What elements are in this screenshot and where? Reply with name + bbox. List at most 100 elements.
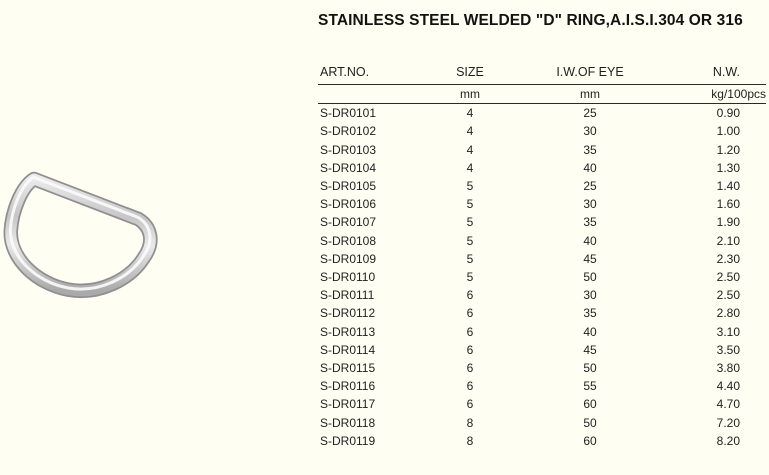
cell-iw-of-eye: 55 xyxy=(583,379,597,394)
cell-nw: 1.60 xyxy=(716,197,740,212)
cell-size: 4 xyxy=(466,106,474,121)
cell-nw: 3.10 xyxy=(716,324,740,339)
cell-art-no: S-DR0103 xyxy=(320,142,377,157)
cell-nw: 3.80 xyxy=(716,361,740,376)
cell-size: 6 xyxy=(466,397,474,412)
cell-art-no: S-DR0111 xyxy=(320,288,375,303)
cell-art-no: S-DR0106 xyxy=(320,197,377,212)
cell-size: 8 xyxy=(466,433,474,448)
table-row: S-DR0111 6 30 2.50 xyxy=(318,286,766,304)
d-ring-photo xyxy=(3,171,158,298)
cell-iw-of-eye: 40 xyxy=(583,233,597,248)
unit-art-no xyxy=(318,84,437,105)
cell-size: 5 xyxy=(466,233,474,248)
cell-size: 5 xyxy=(466,179,474,194)
cell-art-no: S-DR0115 xyxy=(320,361,376,376)
cell-nw: 1.00 xyxy=(716,124,740,139)
table-row: S-DR0117 6 60 4.70 xyxy=(318,395,766,413)
cell-iw-of-eye: 50 xyxy=(583,415,597,430)
cell-nw: 1.30 xyxy=(716,160,740,175)
cell-art-no: S-DR0118 xyxy=(320,415,376,430)
cell-size: 6 xyxy=(466,379,474,394)
page-title: STAINLESS STEEL WELDED "D" RING,A.I.S.I.… xyxy=(318,12,743,29)
column-header-iw-of-eye: I.W.OF EYE xyxy=(503,58,677,85)
cell-size: 5 xyxy=(466,197,474,212)
cell-art-no: S-DR0107 xyxy=(320,215,377,230)
cell-art-no: S-DR0108 xyxy=(320,233,377,248)
cell-art-no: S-DR0117 xyxy=(320,397,376,412)
cell-nw: 2.50 xyxy=(716,288,740,303)
table-row: S-DR0118 8 50 7.20 xyxy=(318,414,766,432)
column-header-art-no: ART.NO. xyxy=(318,58,437,85)
cell-iw-of-eye: 40 xyxy=(583,324,597,339)
table-row: S-DR0114 6 45 3.50 xyxy=(318,341,766,359)
cell-iw-of-eye: 40 xyxy=(583,160,597,175)
cell-art-no: S-DR0102 xyxy=(320,124,377,139)
cell-iw-of-eye: 30 xyxy=(583,288,597,303)
cell-art-no: S-DR0119 xyxy=(320,433,376,448)
cell-iw-of-eye: 35 xyxy=(583,306,597,321)
cell-size: 6 xyxy=(466,306,474,321)
cell-iw-of-eye: 25 xyxy=(583,179,597,194)
cell-nw: 1.90 xyxy=(716,215,740,230)
table-row: S-DR0101 4 25 0.90 xyxy=(318,104,766,123)
table-row: S-DR0106 5 30 1.60 xyxy=(318,195,766,213)
cell-iw-of-eye: 50 xyxy=(583,361,597,376)
cell-iw-of-eye: 30 xyxy=(583,124,597,139)
cell-art-no: S-DR0105 xyxy=(320,179,377,194)
d-ring-shape xyxy=(3,171,158,298)
table-row: S-DR0102 4 30 1.00 xyxy=(318,122,766,140)
table-row: S-DR0116 6 55 4.40 xyxy=(318,377,766,395)
cell-art-no: S-DR0112 xyxy=(320,306,376,321)
header-caption-row: ART.NO. SIZE I.W.OF EYE N.W. xyxy=(318,58,766,85)
table-row: S-DR0112 6 35 2.80 xyxy=(318,304,766,322)
cell-nw: 2.10 xyxy=(716,233,740,248)
cell-nw: 2.30 xyxy=(716,251,740,266)
header-units-row: mm mm kg/100pcs xyxy=(318,84,766,105)
cell-art-no: S-DR0101 xyxy=(320,106,377,121)
column-header-nw: N.W. xyxy=(677,58,766,85)
cell-nw: 4.40 xyxy=(716,379,740,394)
table-row: S-DR0107 5 35 1.90 xyxy=(318,213,766,231)
cell-iw-of-eye: 60 xyxy=(583,433,597,448)
cell-art-no: S-DR0109 xyxy=(320,251,377,266)
cell-nw: 3.50 xyxy=(716,342,740,357)
cell-size: 5 xyxy=(466,270,474,285)
unit-nw-kg: kg/100pcs xyxy=(677,84,766,105)
cell-size: 5 xyxy=(466,251,474,266)
unit-eye-mm: mm xyxy=(503,84,677,105)
column-header-size: SIZE xyxy=(437,58,503,85)
cell-size: 6 xyxy=(466,324,474,339)
cell-nw: 1.40 xyxy=(716,179,740,194)
cell-size: 4 xyxy=(466,124,474,139)
table-row: S-DR0119 8 60 8.20 xyxy=(318,432,766,450)
table-row: S-DR0110 5 50 2.50 xyxy=(318,268,766,286)
cell-art-no: S-DR0104 xyxy=(320,160,377,175)
cell-art-no: S-DR0113 xyxy=(320,324,376,339)
table-row: S-DR0113 6 40 3.10 xyxy=(318,323,766,341)
cell-iw-of-eye: 60 xyxy=(583,397,597,412)
cell-size: 4 xyxy=(466,142,474,157)
cell-nw: 2.80 xyxy=(716,306,740,321)
cell-size: 6 xyxy=(466,361,474,376)
cell-size: 5 xyxy=(466,215,474,230)
cell-nw: 2.50 xyxy=(716,270,740,285)
d-ring-highlight xyxy=(8,175,152,291)
table-row: S-DR0103 4 35 1.20 xyxy=(318,141,766,159)
cell-art-no: S-DR0114 xyxy=(320,342,376,357)
cell-art-no: S-DR0116 xyxy=(320,379,376,394)
cell-nw: 7.20 xyxy=(716,415,740,430)
cell-size: 6 xyxy=(466,288,474,303)
table-row: S-DR0104 4 40 1.30 xyxy=(318,159,766,177)
unit-size-mm: mm xyxy=(437,84,503,105)
cell-iw-of-eye: 25 xyxy=(583,106,597,121)
cell-size: 4 xyxy=(466,160,474,175)
cell-iw-of-eye: 30 xyxy=(583,197,597,212)
table-row: S-DR0108 5 40 2.10 xyxy=(318,232,766,250)
cell-size: 8 xyxy=(466,415,474,430)
cell-iw-of-eye: 45 xyxy=(583,342,597,357)
cell-iw-of-eye: 35 xyxy=(583,215,597,230)
cell-iw-of-eye: 45 xyxy=(583,251,597,266)
spec-table: ART.NO. SIZE I.W.OF EYE N.W. mm mm kg/10… xyxy=(318,58,766,450)
cell-nw: 0.90 xyxy=(716,106,740,121)
